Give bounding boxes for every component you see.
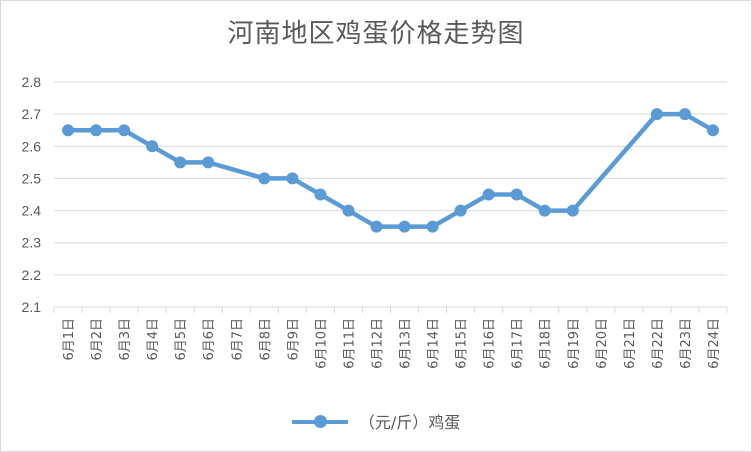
- data-point: [538, 204, 551, 217]
- x-axis: [53, 306, 728, 313]
- data-point: [510, 188, 523, 201]
- data-point: [482, 188, 495, 201]
- data-point: [286, 172, 299, 185]
- x-tick-label: 6月8日: [258, 318, 273, 361]
- y-tick-label: 2.6: [22, 138, 42, 154]
- x-tick-label: 6月7日: [230, 318, 245, 361]
- legend-label: （元/斤）鸡蛋: [358, 413, 461, 432]
- series-eggs: [62, 108, 719, 233]
- x-tick-label: 6月3日: [118, 318, 133, 361]
- data-point: [454, 204, 467, 217]
- x-tick-label: 6月4日: [146, 318, 161, 361]
- y-tick-label: 2.4: [22, 203, 42, 219]
- x-tick-label: 6月19日: [567, 318, 582, 369]
- x-tick-label: 6月1日: [62, 318, 77, 361]
- series-line: [65, 111, 716, 229]
- data-point: [314, 188, 327, 201]
- data-point: [398, 220, 411, 233]
- data-point: [678, 108, 691, 121]
- y-axis-ticks: 2.1 2.2 2.3 2.4 2.5 2.6 2.7 2.8: [22, 74, 42, 315]
- legend-dot: [313, 415, 327, 428]
- legend: （元/斤）鸡蛋: [1, 409, 751, 433]
- data-point: [426, 220, 439, 233]
- data-point: [146, 140, 159, 153]
- x-tick-label: 6月14日: [427, 318, 442, 369]
- data-point: [202, 156, 215, 169]
- y-tick-label: 2.3: [22, 235, 42, 251]
- x-tick-label: 6月22日: [651, 318, 666, 369]
- x-tick-label: 6月12日: [370, 318, 385, 369]
- data-point: [90, 124, 103, 137]
- y-tick-label: 2.1: [22, 299, 42, 315]
- data-point: [566, 204, 579, 217]
- x-tick-label: 6月20日: [595, 318, 610, 369]
- legend-marker: [291, 414, 348, 428]
- data-point: [62, 124, 75, 137]
- x-tick-label: 6月16日: [483, 318, 498, 369]
- x-tick-label: 6月17日: [511, 318, 526, 369]
- data-point: [342, 204, 355, 217]
- gridlines: [54, 81, 727, 276]
- data-point: [650, 108, 663, 121]
- data-point: [706, 124, 719, 137]
- y-tick-label: 2.7: [22, 106, 42, 122]
- x-tick-label: 6月18日: [539, 318, 554, 369]
- y-tick-label: 2.5: [22, 170, 42, 186]
- x-axis-ticks: 6月1日 6月2日 6月3日 6月4日 6月5日 6月6日 6月7日 6月8日 6月9日 6月10…: [62, 318, 722, 369]
- y-tick-label: 2.8: [22, 74, 42, 90]
- x-tick-label: 6月2日: [90, 318, 105, 361]
- x-tick-label: 6月13日: [399, 318, 414, 369]
- data-point: [174, 156, 187, 169]
- data-point: [118, 124, 131, 137]
- data-point: [370, 220, 383, 233]
- x-tick-label: 6月11日: [342, 318, 357, 369]
- x-tick-label: 6月6日: [202, 318, 217, 361]
- x-tick-label: 6月23日: [679, 318, 694, 369]
- x-tick-label: 6月9日: [286, 318, 301, 361]
- x-tick-label: 6月10日: [314, 318, 329, 369]
- x-tick-label: 6月15日: [455, 318, 470, 369]
- y-tick-label: 2.2: [22, 267, 42, 283]
- x-tick-label: 6月5日: [174, 318, 189, 361]
- chart-title: 河南地区鸡蛋价格走势图: [227, 19, 525, 49]
- data-point: [258, 172, 271, 185]
- x-tick-label: 6月24日: [707, 318, 722, 369]
- x-tick-label: 6月21日: [623, 318, 638, 369]
